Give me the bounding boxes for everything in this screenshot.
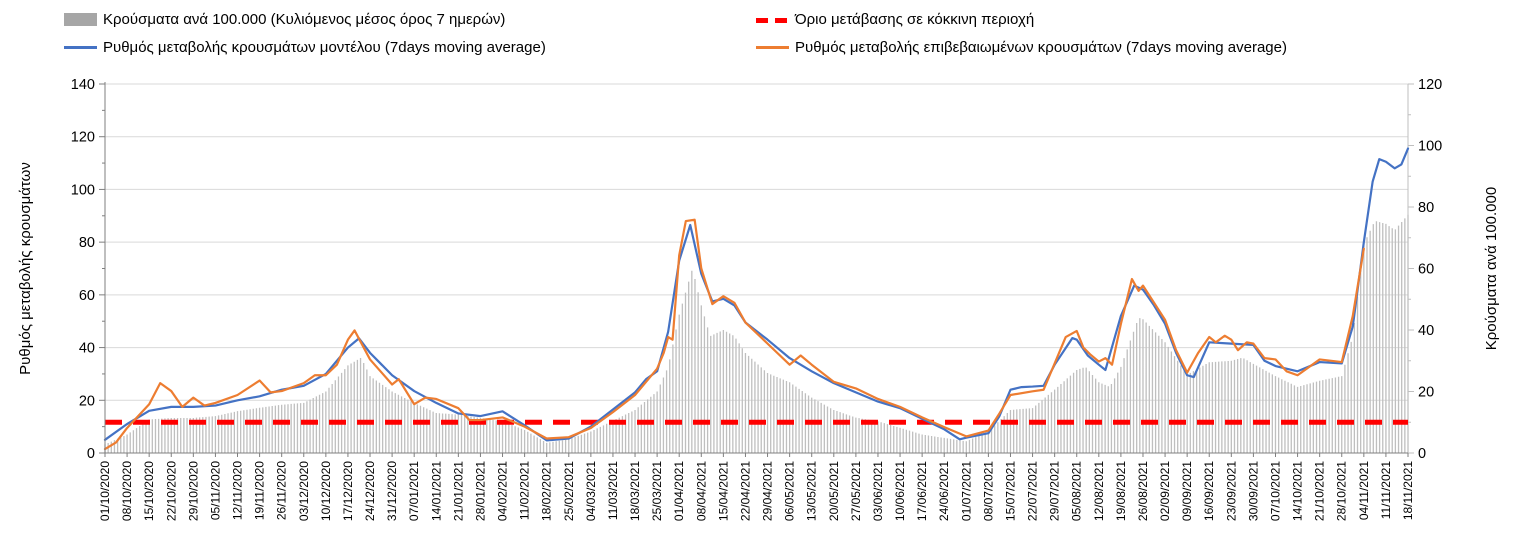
x-axis-tick-label: 26/08/2021 (1136, 461, 1150, 521)
legend-item-red-threshold: Όριο μετάβασης σε κόκκινη περιοχή (756, 11, 1034, 28)
x-axis-tick-label: 25/03/2021 (650, 461, 664, 521)
x-axis-tick-label: 03/12/2020 (297, 461, 311, 521)
x-axis-tick-label: 28/10/2021 (1335, 461, 1349, 521)
x-axis-tick-label: 06/05/2021 (783, 461, 797, 521)
left-axis-tick-label: 120 (71, 130, 95, 146)
x-axis-tick-label: 20/05/2021 (827, 461, 841, 521)
x-axis-tick-label: 18/02/2021 (540, 461, 554, 521)
left-axis-title: Ρυθμός μεταβολής κρουσμάτων (17, 162, 34, 375)
legend-label-confirmed-rate: Ρυθμός μεταβολής επιβεβαιωμένων κρουσμάτ… (795, 39, 1287, 56)
x-axis-tick-label: 01/04/2021 (672, 461, 686, 521)
right-axis-tick-label: 40 (1418, 323, 1434, 339)
x-axis-tick-label: 25/02/2021 (562, 461, 576, 521)
x-axis-tick-label: 31/12/2020 (385, 461, 399, 521)
x-axis-tick-label: 29/04/2021 (761, 461, 775, 521)
model-rate-line (103, 147, 1410, 442)
x-axis-tick-label: 08/04/2021 (694, 461, 708, 521)
x-axis-tick-label: 04/03/2021 (584, 461, 598, 521)
left-axis-tick-label: 140 (71, 77, 95, 93)
x-axis-tick-label: 18/11/2021 (1401, 461, 1415, 520)
x-axis-tick-label: 19/08/2021 (1114, 461, 1128, 521)
x-axis-tick-label: 04/11/2021 (1357, 461, 1371, 520)
x-axis-tick-label: 05/08/2021 (1070, 461, 1084, 521)
x-axis-tick-label: 15/07/2021 (1003, 461, 1017, 521)
x-axis-tick-label: 26/11/2020 (275, 461, 289, 520)
right-axis-tick-label: 0 (1418, 446, 1426, 462)
confirmed-rate-line (103, 218, 1365, 451)
legend-item-model-rate: Ρυθμός μεταβολής κρουσμάτων μοντέλου (7d… (64, 39, 546, 56)
x-axis-tick-label: 09/09/2021 (1180, 461, 1194, 521)
left-axis-tick-label: 80 (79, 235, 95, 251)
x-axis-tick-label: 24/06/2021 (937, 461, 951, 521)
x-axis-tick-label: 07/10/2021 (1268, 461, 1282, 521)
x-axis-tick-label: 10/12/2020 (319, 461, 333, 521)
legend-label-cases-per-100k: Κρούσματα ανά 100.000 (Κυλιόμενος μέσος … (103, 11, 506, 28)
x-axis-tick-label: 08/07/2021 (981, 461, 995, 521)
x-axis-tick-label: 17/06/2021 (915, 461, 929, 521)
gray-bar-swatch-icon (64, 13, 97, 26)
x-axis-tick-label: 18/03/2021 (628, 461, 642, 521)
right-axis-tick-label: 60 (1418, 262, 1434, 278)
x-axis-tick-label: 01/07/2021 (959, 461, 973, 521)
x-axis-tick-label: 22/04/2021 (738, 461, 752, 521)
x-axis-tick-label: 22/10/2020 (164, 461, 178, 521)
x-axis-tick-label: 30/09/2021 (1246, 461, 1260, 521)
legend-label-model-rate: Ρυθμός μεταβολής κρουσμάτων μοντέλου (7d… (103, 39, 546, 56)
left-axis-tick-label: 20 (79, 393, 95, 409)
x-axis-tick-label: 21/01/2021 (451, 461, 465, 521)
left-axis-tick-label: 0 (87, 446, 95, 462)
right-axis-tick-label: 80 (1418, 200, 1434, 216)
x-axis-tick-label: 01/10/2020 (98, 461, 112, 521)
x-axis-tick-label: 28/01/2021 (473, 461, 487, 521)
legend-item-cases-per-100k: Κρούσματα ανά 100.000 (Κυλιόμενος μέσος … (64, 11, 505, 28)
x-axis-tick-label: 16/09/2021 (1202, 461, 1216, 521)
x-axis-tick-label: 14/01/2021 (429, 461, 443, 521)
right-axis-title: Κρούσματα ανά 100.000 (1483, 187, 1500, 350)
x-axis-tick-label: 11/02/2021 (518, 461, 532, 520)
x-axis-tick-label: 21/10/2021 (1313, 461, 1327, 521)
legend-label-red-threshold: Όριο μετάβασης σε κόκκινη περιοχή (795, 11, 1035, 28)
x-axis-tick-label: 12/08/2021 (1092, 461, 1106, 521)
x-axis-tick-label: 02/09/2021 (1158, 461, 1172, 521)
legend-item-confirmed-rate: Ρυθμός μεταβολής επιβεβαιωμένων κρουσμάτ… (756, 39, 1287, 56)
x-axis-tick-label: 22/07/2021 (1026, 461, 1040, 521)
right-axis-tick-label: 20 (1418, 385, 1434, 401)
left-axis-tick-label: 100 (71, 182, 95, 198)
x-axis-tick-label: 05/11/2020 (208, 461, 222, 520)
x-axis-tick-label: 27/05/2021 (849, 461, 863, 521)
x-axis-tick-label: 11/11/2021 (1379, 461, 1393, 520)
x-axis-tick-label: 11/03/2021 (606, 461, 620, 520)
blue-line-swatch-icon (64, 46, 97, 49)
x-axis-tick-label: 23/09/2021 (1224, 461, 1238, 521)
x-axis-tick-label: 10/06/2021 (893, 461, 907, 521)
x-axis-tick-label: 04/02/2021 (496, 461, 510, 521)
x-axis-tick-label: 29/07/2021 (1048, 461, 1062, 521)
x-axis-tick-label: 08/10/2020 (120, 461, 134, 521)
x-axis-tick-label: 15/10/2020 (142, 461, 156, 521)
x-axis-tick-label: 03/06/2021 (871, 461, 885, 521)
left-axis-tick-label: 40 (79, 341, 95, 357)
right-axis-tick-label: 100 (1418, 139, 1442, 155)
orange-line-swatch-icon (756, 46, 789, 49)
x-axis-tick-label: 14/10/2021 (1291, 461, 1305, 521)
right-axis-tick-label: 120 (1418, 77, 1442, 93)
x-axis-tick-label: 24/12/2020 (363, 461, 377, 521)
x-axis-tick-label: 13/05/2021 (805, 461, 819, 521)
x-axis-tick-label: 29/10/2020 (186, 461, 200, 521)
x-axis-tick-label: 12/11/2020 (231, 461, 245, 520)
x-axis-tick-label: 15/04/2021 (716, 461, 730, 521)
red-dash-swatch-icon (756, 11, 789, 28)
x-axis-tick-label: 07/01/2021 (407, 461, 421, 521)
x-axis-tick-label: 17/12/2020 (341, 461, 355, 521)
left-axis-tick-label: 60 (79, 288, 95, 304)
x-axis-tick-label: 19/11/2020 (253, 461, 267, 520)
